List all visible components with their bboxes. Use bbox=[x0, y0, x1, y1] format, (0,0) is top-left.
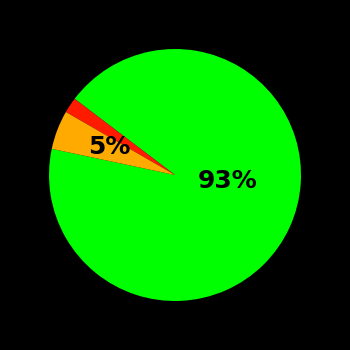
Wedge shape bbox=[52, 112, 175, 175]
Wedge shape bbox=[66, 99, 175, 175]
Wedge shape bbox=[49, 49, 301, 301]
Text: 5%: 5% bbox=[88, 135, 131, 159]
Text: 93%: 93% bbox=[198, 169, 258, 193]
